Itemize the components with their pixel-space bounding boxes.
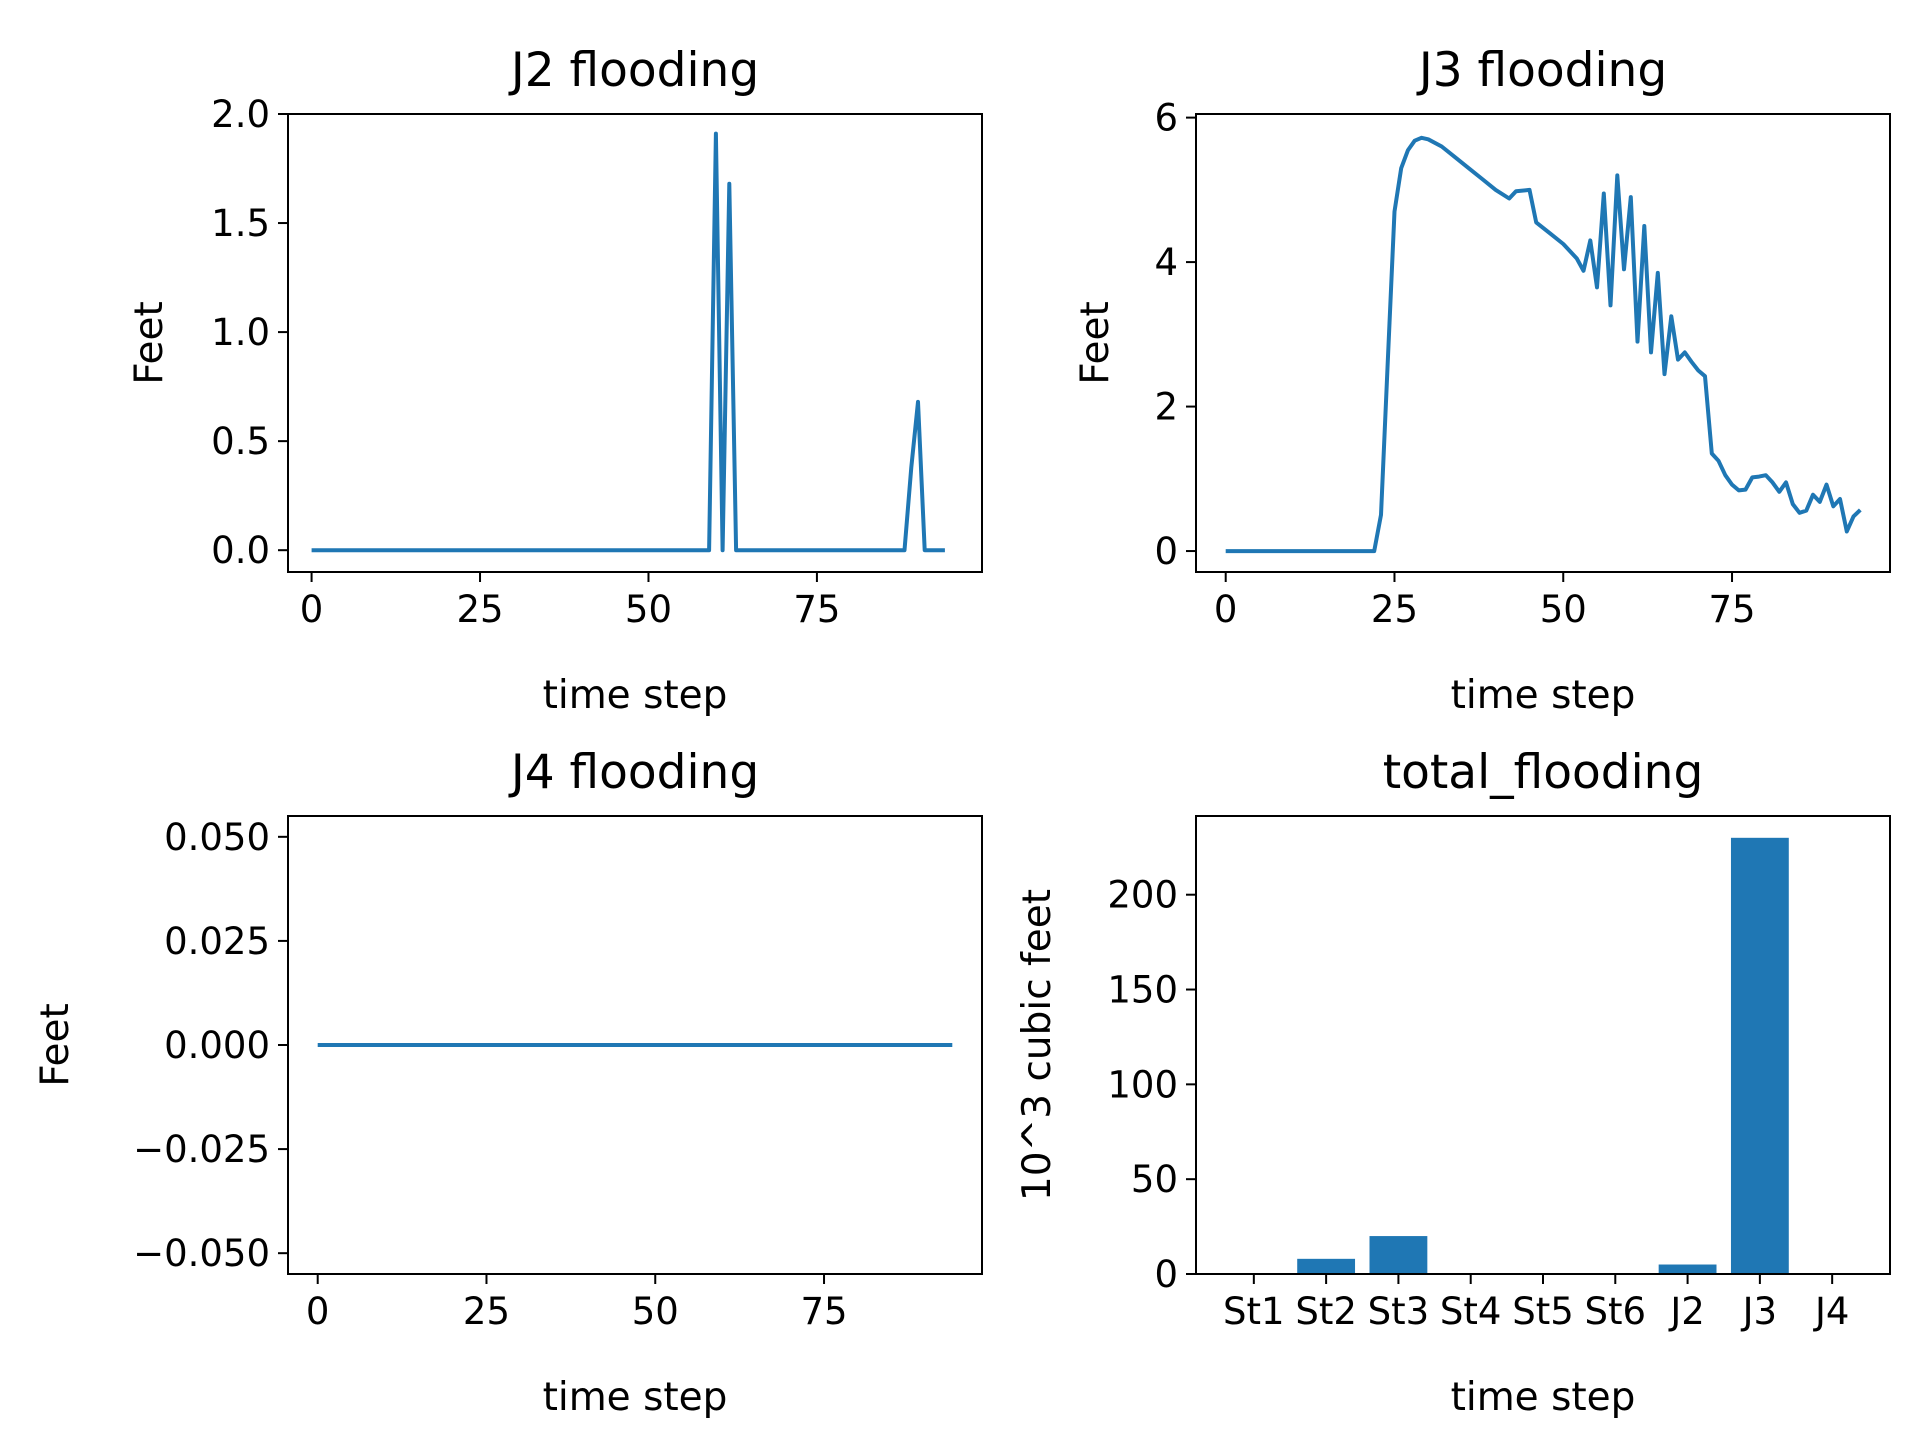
bar-J3	[1730, 837, 1789, 1274]
y-axis-label: 10^3 cubic feet	[1015, 889, 1060, 1201]
y-tick-label: 150	[1107, 969, 1178, 1012]
y-tick-label: 4	[1154, 241, 1178, 284]
y-axis-label: Feet	[1073, 301, 1118, 385]
subplot-title: J4 flooding	[508, 745, 759, 800]
y-tick-label: 1.0	[211, 311, 270, 354]
x-tick-label: 0	[1214, 588, 1238, 631]
x-axis-label: time step	[1451, 1375, 1636, 1420]
y-tick-label: 200	[1107, 874, 1178, 917]
subplot-title: J3 flooding	[1416, 43, 1667, 98]
x-tick-label: J4	[1813, 1290, 1849, 1333]
subplot-2: J3 flooding time step Feet 0 2 4 6 0 25 50 75	[1073, 43, 1891, 718]
x-tick-label: 25	[456, 588, 503, 631]
y-tick-label: 2	[1154, 386, 1178, 429]
y-tick-label: 0.000	[164, 1024, 270, 1067]
axes-frame	[1195, 113, 1891, 573]
x-tick-label: 50	[1540, 588, 1587, 631]
y-tick-label: 50	[1131, 1158, 1178, 1201]
y-tick-label: 6	[1154, 97, 1178, 140]
subplot-title: total_flooding	[1383, 745, 1704, 800]
x-tick-label: St5	[1512, 1290, 1574, 1333]
x-tick-label: 25	[463, 1290, 510, 1333]
x-tick-label: 25	[1371, 588, 1418, 631]
x-tick-label: 50	[632, 1290, 679, 1333]
y-tick-label: 100	[1107, 1063, 1178, 1106]
y-tick-label: 1.5	[211, 202, 270, 245]
x-axis-label: time step	[543, 1375, 728, 1420]
x-axis-label: time step	[543, 673, 728, 718]
bar-St2	[1297, 1258, 1356, 1274]
x-tick-label: St4	[1440, 1290, 1502, 1333]
y-tick-label: 0.025	[164, 920, 270, 963]
axes-frame	[287, 113, 983, 573]
x-tick-label: St3	[1368, 1290, 1430, 1333]
axes-frame	[1195, 815, 1891, 1275]
x-tick-label: 75	[1708, 588, 1755, 631]
x-tick-label: 0	[306, 1290, 330, 1333]
series-line	[311, 131, 945, 553]
y-tick-label: 0.050	[164, 816, 270, 859]
y-tick-label: 0.0	[211, 529, 270, 572]
y-tick-label: 0	[1154, 1253, 1178, 1296]
bar-J2	[1658, 1264, 1717, 1274]
x-tick-label: St1	[1223, 1290, 1285, 1333]
axes-frame	[287, 815, 983, 1275]
y-tick-label: −0.050	[133, 1232, 270, 1275]
x-tick-label: J3	[1741, 1290, 1777, 1333]
x-axis-label: time step	[1451, 673, 1636, 718]
y-axis-label: Feet	[33, 1003, 78, 1087]
x-tick-label: St6	[1585, 1290, 1647, 1333]
x-tick-label: St2	[1295, 1290, 1357, 1333]
x-tick-label: 75	[793, 588, 840, 631]
y-tick-label: 0.5	[211, 420, 270, 463]
x-tick-label: 0	[300, 588, 324, 631]
x-tick-label: 50	[625, 588, 672, 631]
x-tick-label: 75	[800, 1290, 847, 1333]
series-line	[1225, 135, 1862, 554]
subplot-3: J4 flooding time step Feet −0.050 −0.025 0.00…	[33, 745, 983, 1420]
y-tick-label: −0.025	[133, 1128, 270, 1171]
y-tick-label: 2.0	[211, 93, 270, 136]
subplot-1: J2 flooding time step Feet 0.0 0.5 1.0 1.5 2.0 0…	[127, 43, 983, 718]
bar-St3	[1369, 1236, 1428, 1274]
y-axis-label: Feet	[127, 301, 172, 385]
y-tick-label: 0	[1154, 530, 1178, 573]
subplot-title: J2 flooding	[508, 43, 759, 98]
x-tick-label: J2	[1668, 1290, 1704, 1333]
